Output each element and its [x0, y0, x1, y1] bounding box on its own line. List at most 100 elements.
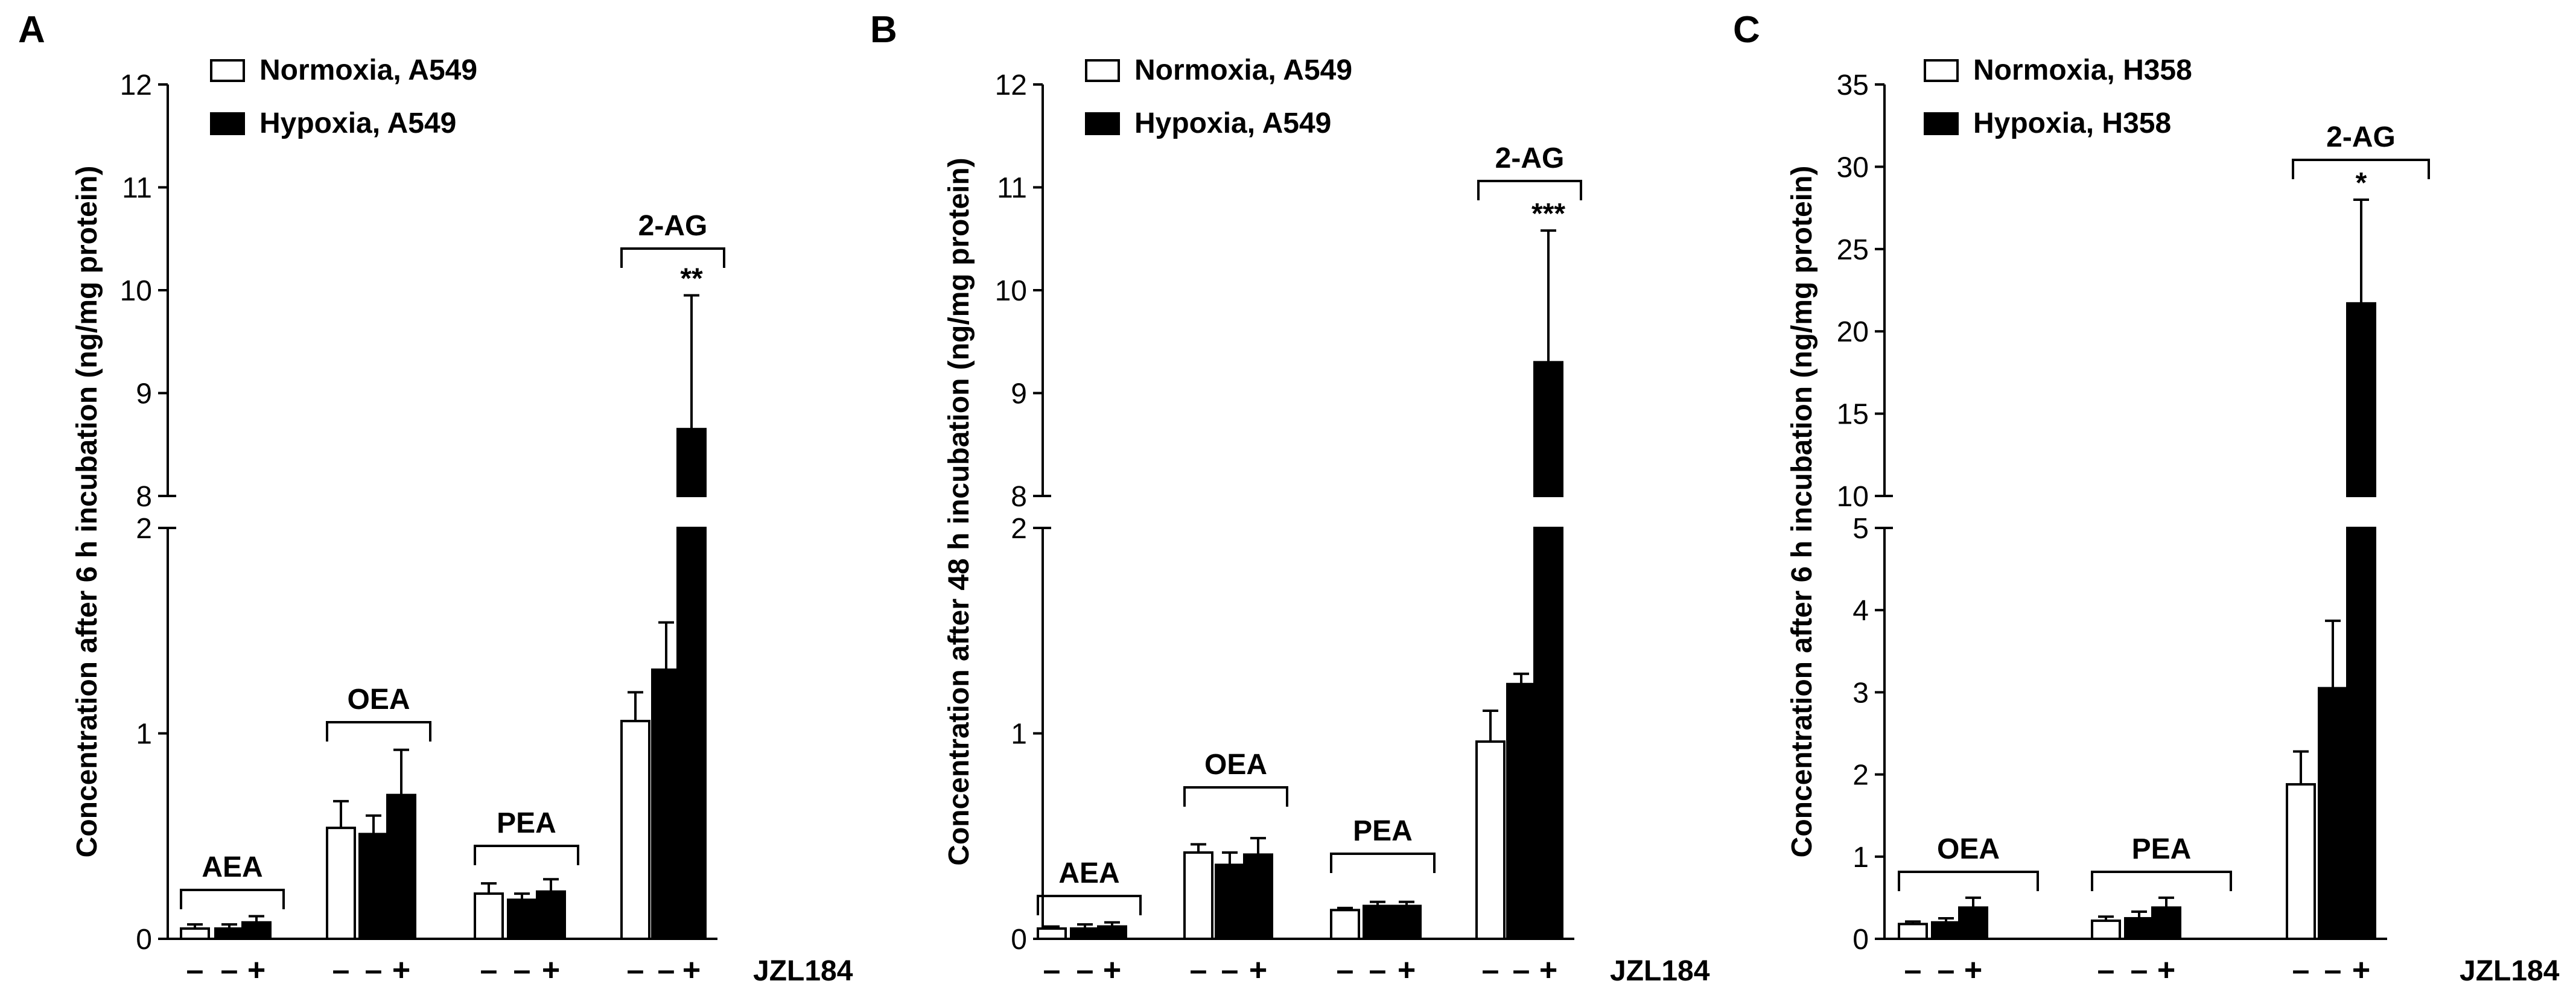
y-upper-tick-label: 11: [997, 173, 1027, 205]
jzl-sign: +: [247, 953, 266, 988]
group-bracket: [180, 889, 285, 909]
group-label: OEA: [1937, 833, 2000, 865]
bar: [1215, 863, 1245, 941]
jzl-sign: –: [1221, 953, 1239, 988]
jzl-sign: –: [2324, 953, 2342, 988]
legend-swatch: [210, 59, 245, 82]
jzl-sign: –: [1513, 953, 1530, 988]
bar-upper-segment: [2346, 302, 2376, 497]
bar: [1506, 682, 1536, 941]
y-axis-label: Concentration after 6 h incubation (ng/m…: [71, 166, 103, 858]
bar: [241, 921, 272, 941]
y-upper-tick-label: 15: [1837, 399, 1869, 431]
jzl-sign: +: [2157, 953, 2175, 988]
bar: [326, 827, 356, 940]
jzl-sign: –: [1938, 953, 1955, 988]
jzl-sign: –: [658, 953, 675, 988]
y-lower-tick-label: 4: [1852, 595, 1869, 627]
y-lower-tick-label: 2: [136, 513, 152, 545]
jzl-sign: +: [1249, 953, 1267, 988]
bar: [536, 890, 566, 941]
legend-entry: Normoxia, A549: [259, 54, 477, 86]
bar-upper-segment: [1533, 361, 1563, 497]
legend-swatch: [1924, 59, 1959, 82]
bar: [507, 898, 537, 941]
bar: [2346, 527, 2376, 940]
jzl-sign: –: [2097, 953, 2115, 988]
group-label: PEA: [497, 807, 556, 839]
legend-entry: Normoxia, A549: [1134, 54, 1352, 86]
bar: [1037, 927, 1067, 940]
y-lower-tick-label: 1: [136, 719, 152, 751]
jzl-sign: –: [1369, 953, 1387, 988]
significance-label: **: [680, 263, 703, 295]
jzl-sign: –: [1337, 953, 1354, 988]
y-upper-tick-label: 12: [995, 69, 1027, 101]
group-label: 2-AG: [638, 210, 708, 242]
bar: [1391, 904, 1422, 941]
y-lower-tick-label: 0: [1852, 924, 1869, 956]
group-label: PEA: [1353, 815, 1413, 847]
y-upper-tick-label: 8: [1011, 481, 1027, 513]
y-lower-tick-label: 0: [136, 924, 152, 956]
bar-upper-segment: [676, 428, 707, 497]
group-bracket: [620, 247, 725, 268]
jzl-sign: –: [2131, 953, 2148, 988]
jzl-sign: +: [392, 953, 410, 988]
legend-entry: Hypoxia, H358: [1973, 107, 2171, 139]
group-label: 2-AG: [1495, 142, 1565, 174]
y-upper-tick-label: 9: [1011, 378, 1027, 410]
jzl-sign: –: [627, 953, 644, 988]
jzl-sign: –: [2292, 953, 2310, 988]
y-lower-tick-label: 2: [1011, 513, 1027, 545]
bar: [358, 833, 389, 940]
group-bracket: [2091, 871, 2232, 891]
y-axis-label: Concentration after 6 h incubation (ng/m…: [1786, 166, 1818, 858]
jzl-sign: +: [542, 953, 560, 988]
jzl-sign: –: [480, 953, 498, 988]
bar: [676, 527, 707, 940]
bar: [214, 927, 244, 940]
group-label: AEA: [202, 851, 262, 883]
jzl-sign: –: [365, 953, 383, 988]
legend-swatch: [1085, 59, 1120, 82]
group-label: AEA: [1058, 857, 1119, 889]
y-upper-tick-label: 10: [120, 275, 152, 307]
bar: [2091, 920, 2121, 941]
jzl-sign: –: [1077, 953, 1094, 988]
jzl-sign: –: [221, 953, 238, 988]
y-upper-tick-label: 20: [1837, 316, 1869, 348]
group-label: PEA: [2132, 833, 2192, 865]
y-upper-tick-label: 9: [136, 378, 152, 410]
bar: [2124, 916, 2154, 940]
y-lower-tick-label: 0: [1011, 924, 1027, 956]
y-lower-tick-label: 1: [1011, 719, 1027, 751]
y-upper-tick-label: 10: [1837, 481, 1869, 513]
group-bracket: [474, 845, 579, 865]
y-upper-tick-label: 35: [1837, 69, 1869, 101]
jzl-sign: +: [1539, 953, 1557, 988]
bar: [386, 793, 416, 941]
group-label: OEA: [347, 684, 410, 716]
bar: [1898, 923, 1928, 941]
y-lower-tick-label: 2: [1852, 760, 1869, 792]
bar: [1330, 909, 1360, 940]
group-bracket: [1477, 180, 1582, 200]
y-lower-tick-label: 1: [1852, 842, 1869, 874]
panel-c: C 0 1 2 3 4 510 15 20 25 30 35 Concentration after 6…: [1733, 9, 2560, 988]
legend-entry: Hypoxia, A549: [259, 107, 456, 139]
group-bracket: [1898, 871, 2039, 891]
group-bracket: [2292, 159, 2430, 179]
bar: [1097, 925, 1127, 940]
bar: [1183, 851, 1213, 940]
y-lower-tick-label: 5: [1852, 513, 1869, 545]
bar: [180, 927, 210, 940]
group-label: 2-AG: [2326, 121, 2396, 153]
significance-label: *: [2356, 167, 2367, 199]
legend-swatch: [210, 112, 245, 135]
bar: [1070, 927, 1100, 940]
y-upper-tick-label: 11: [122, 173, 152, 205]
y-upper-tick-label: 25: [1837, 234, 1869, 266]
